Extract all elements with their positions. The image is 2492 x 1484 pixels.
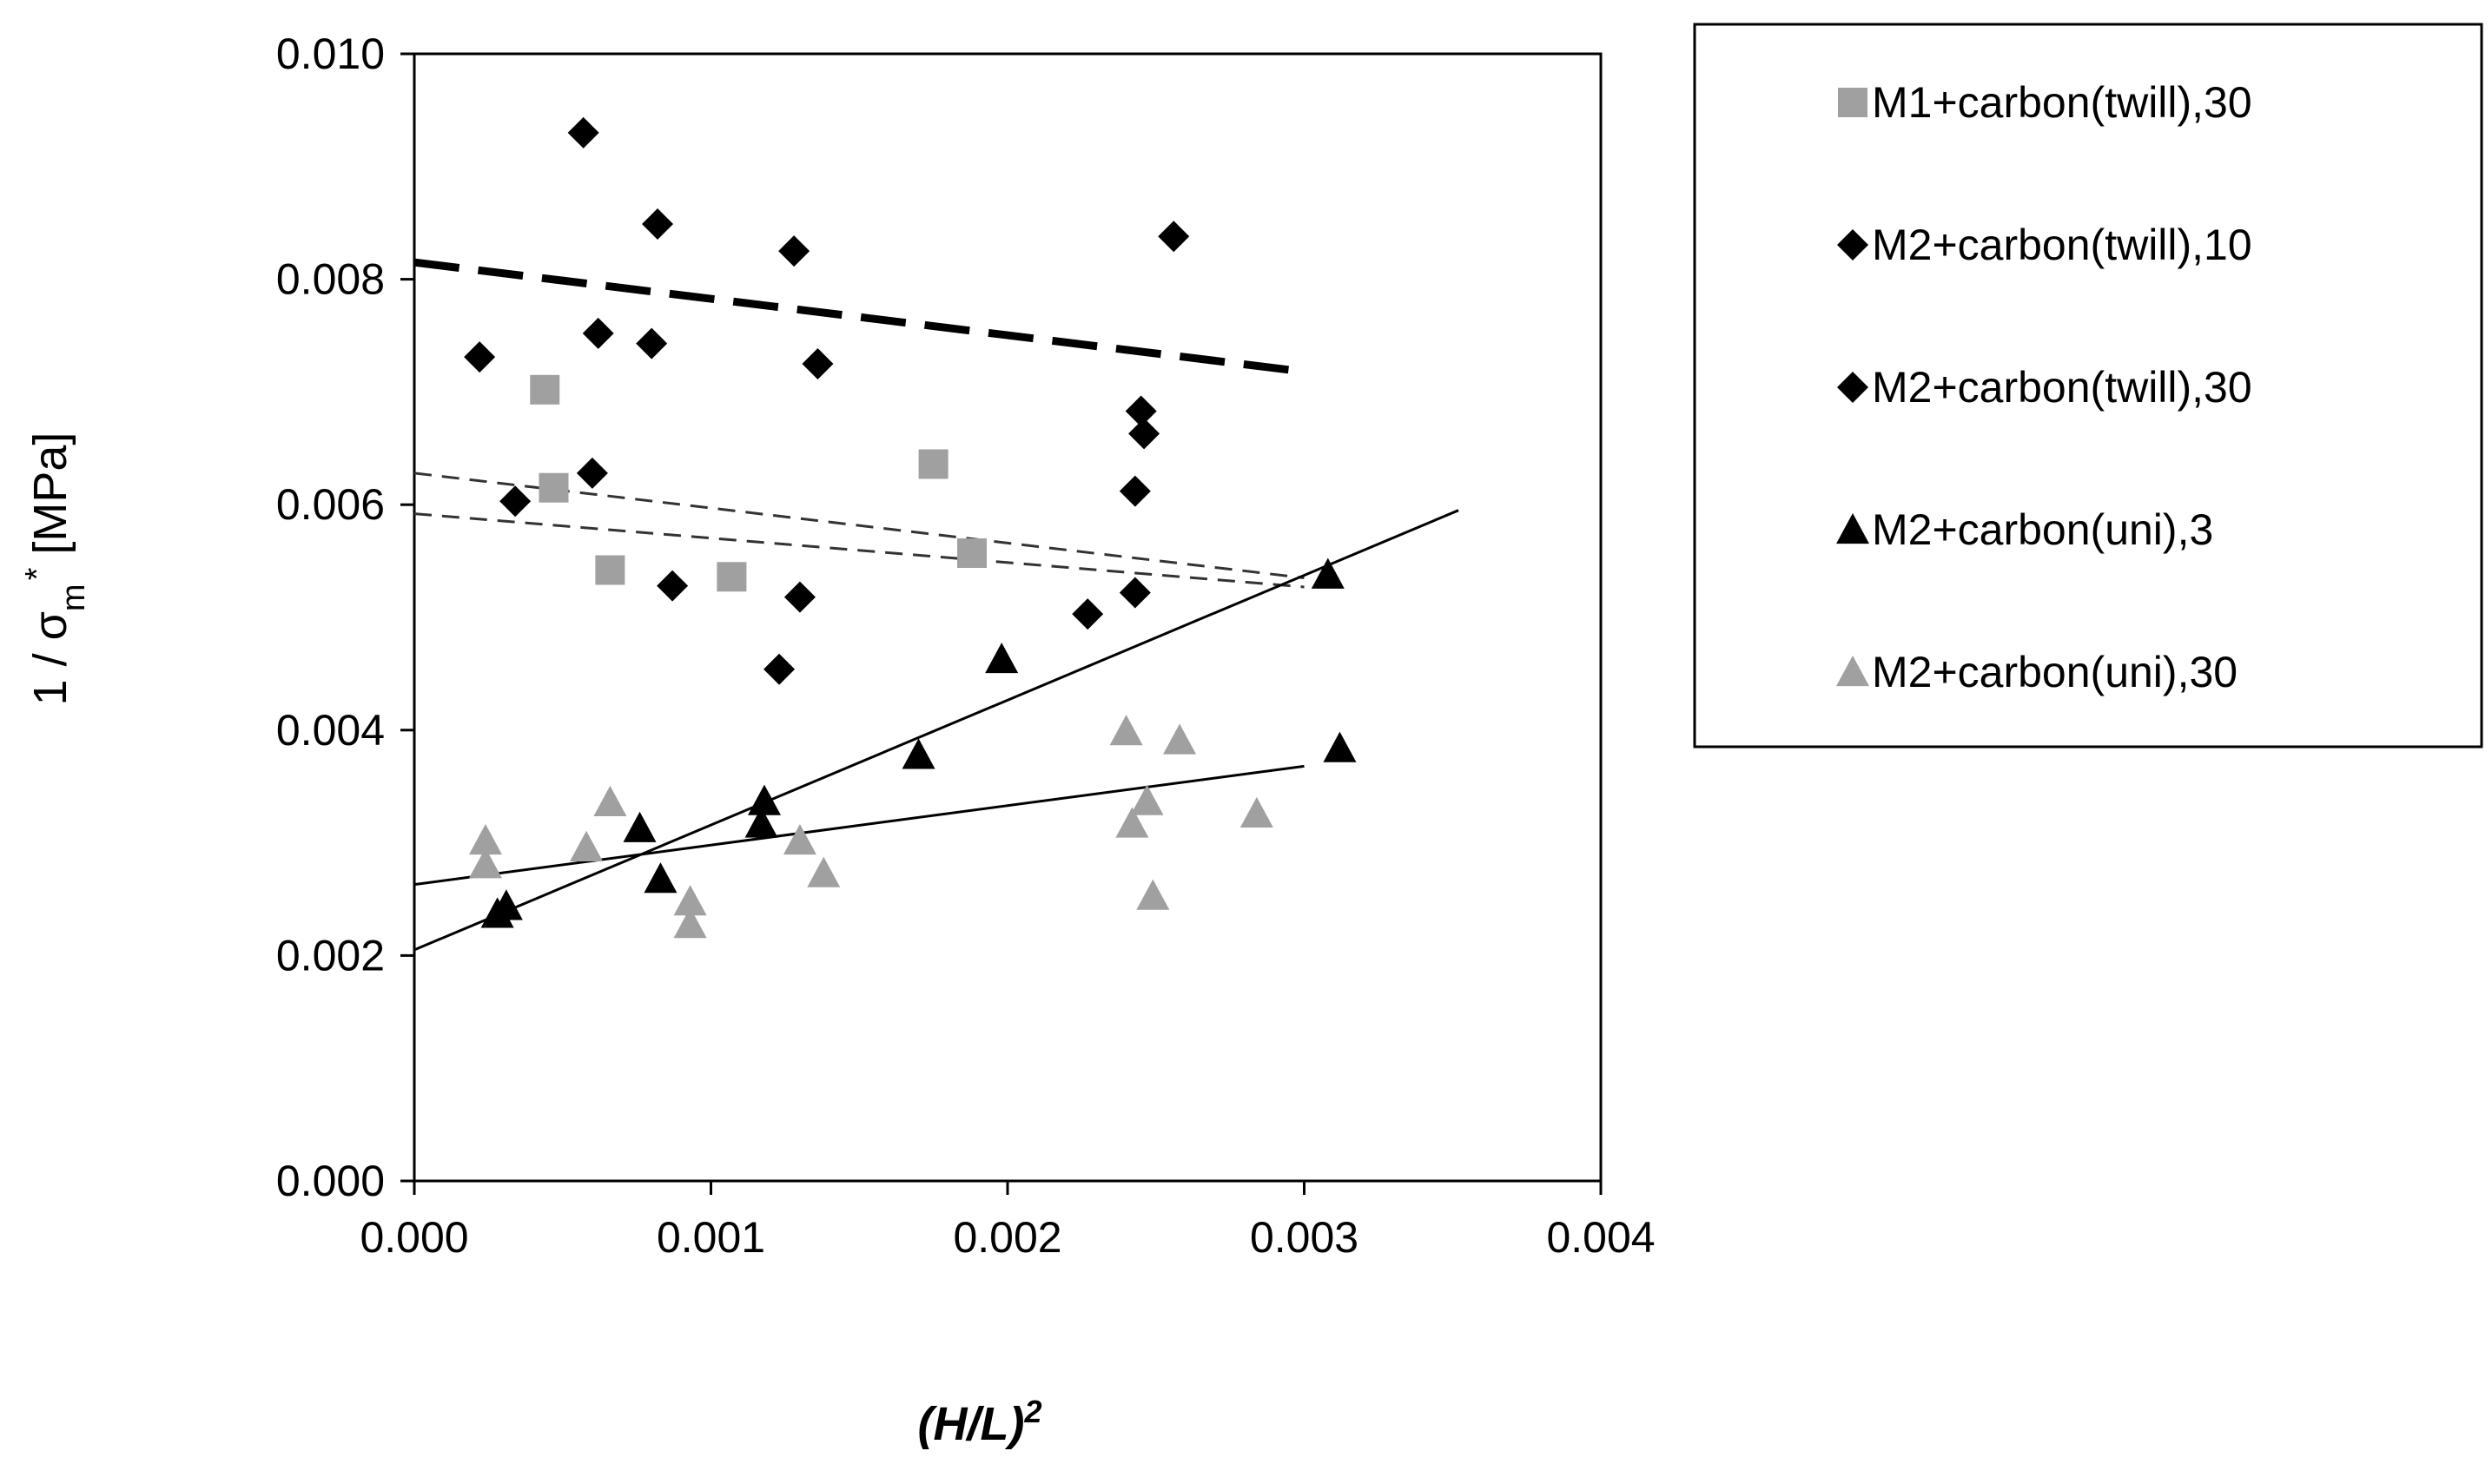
data-point-series-3 bbox=[763, 653, 796, 685]
data-point-series-4 bbox=[1323, 731, 1357, 762]
data-point-series-4 bbox=[623, 811, 657, 842]
data-point-series-4 bbox=[902, 738, 935, 769]
data-point-series-5 bbox=[1115, 807, 1149, 838]
x-tick-label: 0.002 bbox=[953, 1213, 1061, 1262]
data-point-series-2 bbox=[567, 116, 599, 148]
data-point-series-4 bbox=[489, 889, 523, 920]
data-point-series-2 bbox=[778, 235, 810, 267]
data-markers bbox=[464, 116, 1357, 939]
x-axis-title: (H/L)2 bbox=[918, 1394, 1042, 1451]
data-point-series-3 bbox=[1072, 598, 1104, 630]
data-point-series-4 bbox=[747, 784, 781, 815]
data-point-series-5 bbox=[1136, 879, 1170, 910]
y-tick-label: 0.004 bbox=[276, 706, 385, 755]
data-point-series-1 bbox=[717, 562, 747, 592]
trend-uni-3 bbox=[413, 509, 1459, 952]
data-point-series-2 bbox=[1158, 221, 1190, 253]
x-tick-label: 0.004 bbox=[1546, 1213, 1655, 1262]
data-point-series-2 bbox=[642, 208, 674, 240]
data-point-series-5 bbox=[783, 824, 816, 855]
data-point-series-1 bbox=[530, 374, 560, 405]
y-tick-label: 0.002 bbox=[276, 931, 385, 979]
data-point-series-3 bbox=[576, 457, 608, 489]
y-axis-title-suffix: [MPa] bbox=[24, 432, 76, 568]
axis-ticks: 0.000 0.001 0.002 0.003 0.004 0.000 0.002 0.004… bbox=[276, 30, 1656, 1262]
data-point-series-1 bbox=[595, 555, 625, 585]
legend-marker-2 bbox=[1837, 229, 1868, 261]
y-axis-title: 1 / σm* [MPa] bbox=[19, 432, 92, 706]
data-point-series-2 bbox=[636, 327, 668, 359]
trend-twill-30-b bbox=[413, 512, 1305, 589]
data-point-series-3 bbox=[1119, 577, 1151, 609]
legend-box bbox=[1693, 23, 2483, 749]
legend-marker-4 bbox=[1836, 513, 1869, 544]
legend-label-3: M2+carbon(twill),30 bbox=[1872, 363, 2252, 412]
data-point-series-3 bbox=[657, 570, 689, 602]
data-point-series-4 bbox=[985, 643, 1019, 674]
legend-label-5: M2+carbon(uni),30 bbox=[1872, 648, 2238, 696]
data-point-series-5 bbox=[468, 848, 502, 879]
data-point-series-5 bbox=[673, 885, 707, 916]
legend-label-1: M1+carbon(twill),30 bbox=[1872, 78, 2252, 127]
legend-label-4: M2+carbon(uni),3 bbox=[1872, 505, 2213, 554]
legend-marker-5 bbox=[1836, 656, 1869, 687]
data-point-series-5 bbox=[673, 907, 707, 939]
legend-label-2: M2+carbon(twill),10 bbox=[1872, 221, 2252, 269]
plot-area bbox=[413, 52, 1603, 1183]
data-point-series-5 bbox=[593, 785, 627, 817]
data-point-series-4 bbox=[744, 807, 778, 838]
data-point-series-5 bbox=[1109, 715, 1143, 746]
y-axis-title-prefix: 1 / σ bbox=[24, 611, 76, 705]
data-point-series-3 bbox=[783, 581, 816, 613]
data-point-series-2 bbox=[582, 317, 614, 349]
data-point-series-5 bbox=[1163, 723, 1197, 755]
trend-uni-30 bbox=[413, 764, 1305, 887]
data-point-series-5 bbox=[1239, 796, 1273, 828]
legend-marker-3 bbox=[1837, 372, 1868, 403]
data-point-series-1 bbox=[539, 472, 569, 503]
data-point-series-5 bbox=[1130, 784, 1164, 815]
data-point-series-4 bbox=[644, 862, 678, 894]
x-tick-label: 0.001 bbox=[657, 1213, 765, 1262]
plot-frame bbox=[413, 52, 1603, 1183]
data-point-series-3 bbox=[499, 485, 532, 518]
data-point-series-2 bbox=[802, 347, 834, 379]
x-tick-label: 0.000 bbox=[360, 1213, 468, 1262]
trend-twill-10 bbox=[413, 258, 1305, 376]
x-tick-label: 0.003 bbox=[1250, 1213, 1358, 1262]
data-point-series-3 bbox=[1119, 475, 1151, 507]
data-point-series-5 bbox=[570, 830, 604, 861]
y-tick-label: 0.006 bbox=[276, 480, 385, 529]
y-tick-label: 0.008 bbox=[276, 255, 385, 304]
x-axis-title-sup: 2 bbox=[1023, 1394, 1041, 1429]
y-tick-label: 0.010 bbox=[276, 30, 385, 78]
legend: M1+carbon(twill),30 M2+carbon(twill),10 M2… bbox=[1693, 23, 2483, 749]
data-point-series-1 bbox=[918, 449, 949, 479]
data-point-series-1 bbox=[957, 538, 988, 569]
y-tick-label: 0.000 bbox=[276, 1157, 385, 1205]
legend-marker-1 bbox=[1838, 88, 1867, 117]
x-axis-title-base: (H/L) bbox=[918, 1398, 1025, 1450]
data-point-series-5 bbox=[807, 856, 841, 887]
data-point-series-2 bbox=[1125, 395, 1157, 427]
y-axis-title-sub: m bbox=[56, 584, 92, 611]
data-point-series-4 bbox=[1311, 557, 1345, 589]
data-point-series-2 bbox=[1128, 418, 1160, 450]
data-point-series-2 bbox=[464, 341, 496, 373]
y-axis-title-sup: * bbox=[19, 567, 56, 580]
data-point-series-5 bbox=[468, 824, 502, 855]
